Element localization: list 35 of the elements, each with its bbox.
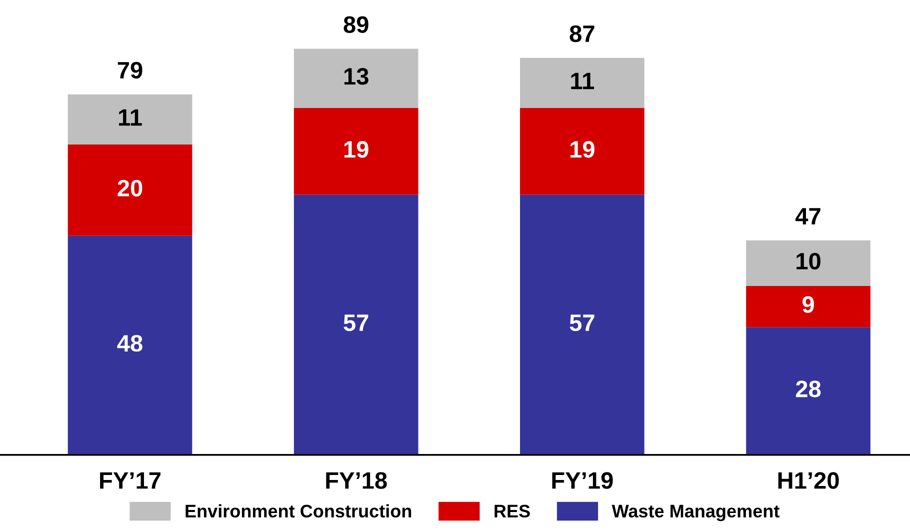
data-label: 19 xyxy=(570,141,594,158)
data-label: 19 xyxy=(344,141,368,158)
total-label: 87 xyxy=(570,25,594,42)
data-label: 57 xyxy=(344,314,368,332)
data-label: 48 xyxy=(117,334,142,352)
bar xyxy=(746,240,870,286)
data-label: 10 xyxy=(796,252,820,270)
data-label: 11 xyxy=(571,72,594,90)
total-label: 89 xyxy=(344,16,368,33)
bar xyxy=(294,108,418,195)
bar xyxy=(68,94,192,145)
x-tick-label: FY’19 xyxy=(552,472,613,489)
data-label: 13 xyxy=(344,68,368,85)
total-label: 79 xyxy=(118,62,142,79)
bar xyxy=(294,194,418,455)
legend-label: RES xyxy=(494,504,530,518)
data-label: 9 xyxy=(802,296,814,313)
bar xyxy=(520,58,644,108)
bar xyxy=(746,286,870,328)
total-label: 47 xyxy=(795,208,820,224)
data-label: 11 xyxy=(119,109,142,126)
legend-label: Waste Management xyxy=(612,504,780,522)
x-tick-label: FY’17 xyxy=(100,472,160,489)
data-label: 28 xyxy=(796,380,821,398)
bar xyxy=(746,327,870,455)
x-tick-label: FY’18 xyxy=(326,472,387,489)
bar xyxy=(294,48,418,108)
bar xyxy=(68,236,192,455)
x-tick-label: H1’20 xyxy=(778,472,839,489)
bar xyxy=(520,194,644,455)
data-label: 20 xyxy=(118,180,142,197)
data-label: 57 xyxy=(570,314,594,332)
bar xyxy=(520,108,644,195)
legend-label: Environment Construction xyxy=(186,504,412,518)
bar xyxy=(68,144,192,236)
